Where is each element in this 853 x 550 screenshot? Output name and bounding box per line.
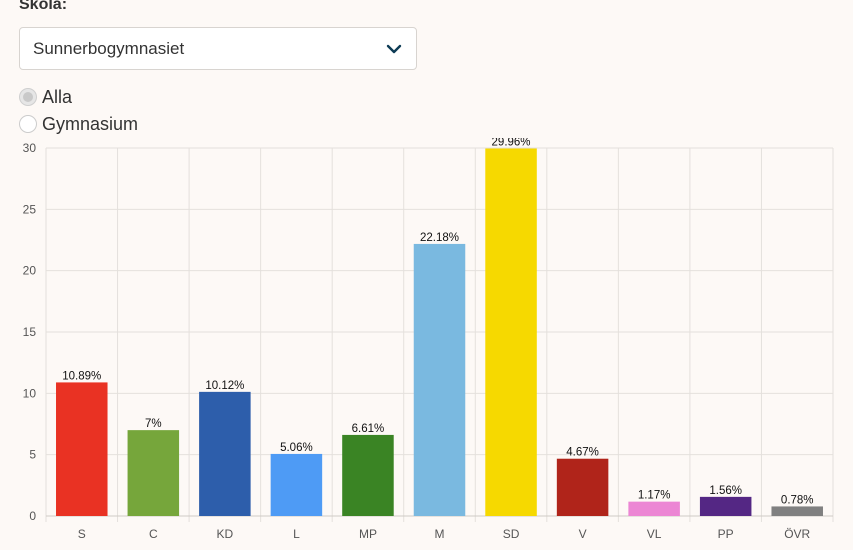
data-label: 7%	[145, 418, 162, 430]
data-label: 4.67%	[566, 447, 599, 459]
radio-label-alla: Alla	[42, 86, 73, 107]
x-tick-label: SD	[503, 527, 520, 541]
data-label: 1.17%	[638, 490, 671, 502]
y-tick-label: 25	[23, 202, 37, 216]
data-label: 5.06%	[280, 442, 313, 454]
bar-övr	[771, 506, 823, 516]
bar-mp	[342, 434, 394, 516]
x-tick-label: KD	[217, 527, 234, 541]
data-label: 1.56%	[709, 485, 742, 497]
bar-c	[127, 430, 180, 516]
school-select[interactable]: Sunnerbogymnasiet	[19, 27, 417, 70]
y-tick-label: 0	[29, 509, 36, 523]
data-label: 6.61%	[352, 423, 385, 435]
x-tick-label: M	[435, 527, 445, 541]
school-select-value: Sunnerbogymnasiet	[33, 39, 185, 58]
bar-pp	[699, 496, 752, 516]
bar-v	[556, 458, 609, 516]
bar-chart: 0 5 10 15 20 25 30 10.89% S 7% C 10.12% KD 5.06% L 6.61…	[23, 138, 834, 541]
x-tick-label: ÖVR	[784, 527, 810, 541]
data-label: 10.89%	[62, 370, 101, 382]
x-tick-label: V	[579, 527, 587, 541]
radio-option-gymnasium[interactable]: Gymnasium	[19, 113, 138, 135]
radio-label-gymnasium: Gymnasium	[42, 113, 139, 134]
radio-option-alla[interactable]: Alla	[19, 86, 72, 108]
y-tick-label: 10	[23, 386, 37, 400]
x-tick-label: L	[293, 527, 300, 541]
x-tick-label: MP	[359, 527, 377, 541]
data-label: 0.78%	[781, 494, 814, 506]
radio-button-alla[interactable]	[19, 88, 37, 106]
bar-m	[413, 243, 466, 516]
bar-sd	[485, 148, 537, 516]
bar-l	[270, 453, 323, 516]
chevron-down-icon	[386, 44, 402, 54]
y-tick-label: 30	[23, 141, 37, 155]
y-tick-label: 15	[23, 325, 37, 339]
x-tick-label: C	[149, 527, 158, 541]
x-tick-label: S	[78, 527, 86, 541]
bar-vl	[628, 501, 680, 516]
data-label: 29.96%	[492, 138, 531, 148]
bar-s	[56, 382, 108, 516]
school-label: Skola:	[19, 0, 68, 13]
y-tick-label: 20	[23, 264, 37, 278]
radio-button-gymnasium[interactable]	[19, 115, 37, 133]
data-label: 22.18%	[420, 232, 459, 244]
data-label: 10.12%	[205, 380, 244, 392]
y-tick-label: 5	[29, 448, 36, 462]
x-tick-label: VL	[647, 527, 662, 541]
bar-kd	[199, 391, 251, 516]
x-tick-label: PP	[718, 527, 734, 541]
